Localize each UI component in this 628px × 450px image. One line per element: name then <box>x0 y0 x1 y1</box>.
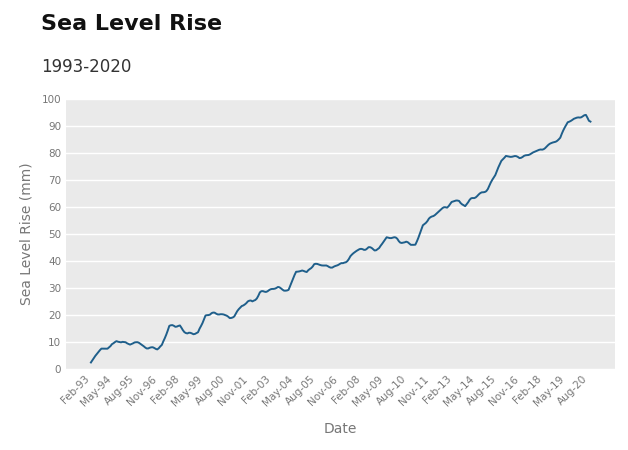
Text: 1993-2020: 1993-2020 <box>41 58 131 76</box>
Y-axis label: Sea Level Rise (mm): Sea Level Rise (mm) <box>19 163 33 305</box>
X-axis label: Date: Date <box>324 422 357 436</box>
Text: Sea Level Rise: Sea Level Rise <box>41 14 222 33</box>
